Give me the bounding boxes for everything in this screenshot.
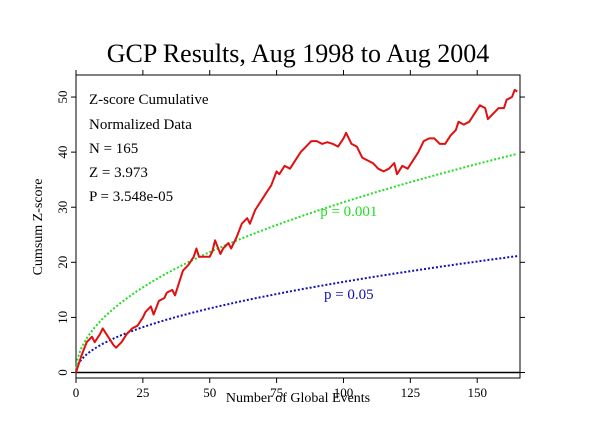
x-tick-label: 150 xyxy=(467,385,487,400)
x-tick-label: 25 xyxy=(136,385,149,400)
x-axis: 0 25 50 75 100 125 150 xyxy=(73,70,487,400)
x-axis-label: Number of Global Events xyxy=(226,391,370,406)
p001-threshold-line xyxy=(75,152,518,373)
y-tick-label: 40 xyxy=(55,146,70,159)
y-axis: 0 10 20 30 40 50 xyxy=(55,91,525,376)
y-tick-label: 20 xyxy=(55,256,70,269)
cumsum-zscore-line xyxy=(75,88,518,373)
p05-threshold-line xyxy=(75,255,518,373)
y-tick-label: 30 xyxy=(55,201,70,214)
plot-frame xyxy=(75,74,521,379)
y-axis-label: Cumsum Z-score xyxy=(31,179,46,276)
stats-box: Z-score Cumulative Normalized Data N = 1… xyxy=(89,92,209,205)
stat-line: Z-score Cumulative xyxy=(89,92,209,108)
y-tick-label: 10 xyxy=(55,311,70,324)
x-tick-label: 125 xyxy=(401,385,421,400)
x-tick-label: 75 xyxy=(270,385,283,400)
stat-line: Normalized Data xyxy=(89,117,192,133)
x-tick-label: 50 xyxy=(203,385,216,400)
p05-label: p = 0.05 xyxy=(324,287,374,303)
y-tick-label: 50 xyxy=(55,91,70,104)
stat-line: Z = 3.973 xyxy=(89,165,148,181)
x-tick-label: 0 xyxy=(73,385,80,400)
y-tick-label: 0 xyxy=(55,369,70,376)
chart-title: GCP Results, Aug 1998 to Aug 2004 xyxy=(107,39,490,68)
x-tick-label: 100 xyxy=(334,385,354,400)
p001-label: p = 0.001 xyxy=(320,204,377,220)
stat-line: P = 3.548e-05 xyxy=(89,189,173,205)
stat-line: N = 165 xyxy=(89,141,138,157)
